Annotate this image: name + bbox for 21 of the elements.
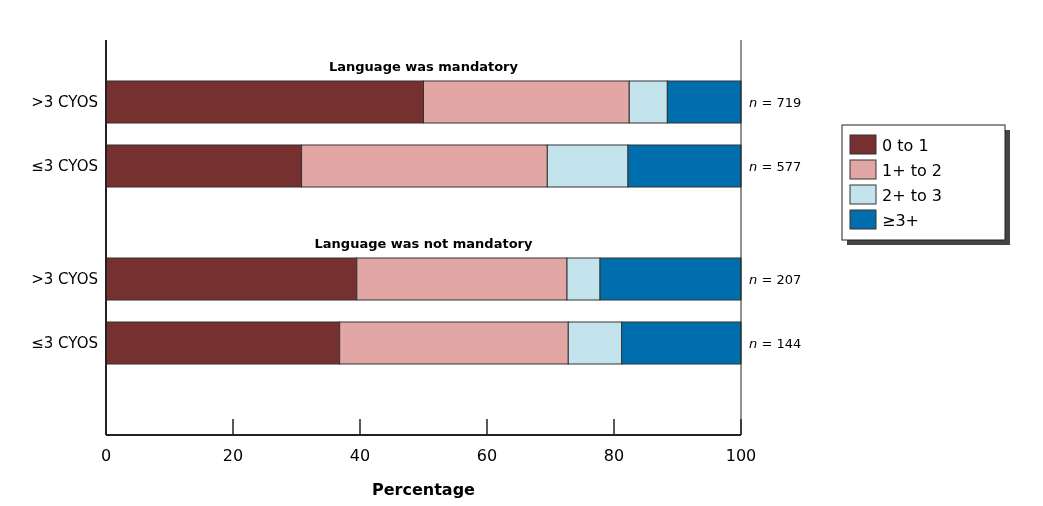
x-tick-label: 100 [725, 446, 757, 465]
y-tick-label: >3 CYOS [31, 93, 98, 111]
x-axis-title: Percentage [372, 480, 476, 499]
x-tick-label: 0 [100, 446, 112, 465]
x-tick-label: 60 [476, 446, 498, 465]
annotation: Language was mandatory [328, 59, 519, 74]
y-tick-label: >3 CYOS [31, 270, 98, 288]
legend-label: 0 to 1 [882, 136, 929, 155]
text: n = 719 [749, 95, 802, 110]
text: n = 144 [749, 336, 802, 351]
x-tick-label: 20 [222, 446, 244, 465]
y-tick-label: ≤3 CYOS [31, 334, 98, 352]
legend-label: 2+ to 3 [882, 186, 942, 205]
x-tick-label: 40 [349, 446, 371, 465]
text: n = 577 [749, 159, 802, 174]
legend-label: ≥3+ [882, 211, 919, 230]
x-tick-label: 80 [603, 446, 625, 465]
y-tick-label: ≤3 CYOS [31, 157, 98, 175]
annotation: Language was not mandatory [314, 236, 533, 251]
text: n = 207 [749, 272, 802, 287]
legend-label: 1+ to 2 [882, 161, 942, 180]
